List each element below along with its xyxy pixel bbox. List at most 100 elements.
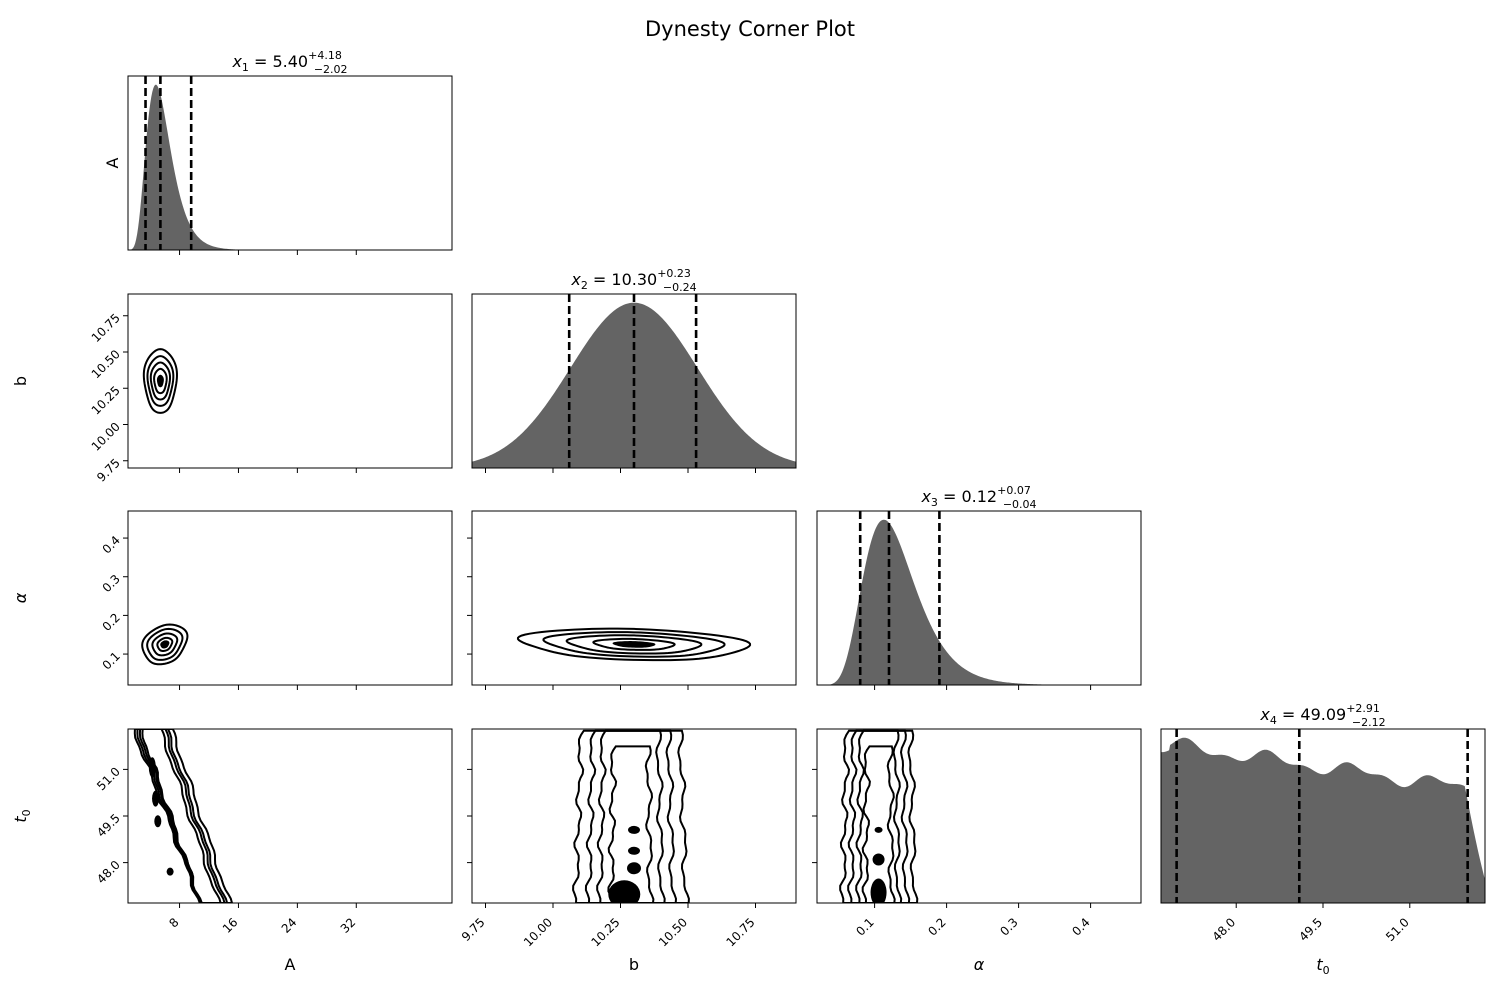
contour-frame [127, 728, 453, 904]
contour-lines [839, 729, 919, 903]
y-tick-label: 51.0 [94, 764, 123, 793]
contour-core [628, 825, 640, 834]
x-tick-label: 0.4 [1069, 915, 1092, 938]
contour-core [870, 878, 887, 903]
contour-level-1 [516, 627, 752, 662]
x-tick-label: 0.1 [853, 915, 876, 938]
contour-frame [127, 510, 453, 686]
y-axis-label-2: b [11, 376, 30, 386]
contour-level-4 [153, 367, 168, 395]
contour-lines [141, 623, 189, 666]
contour-frame [127, 293, 453, 469]
y-axis-label-1: A [103, 157, 122, 168]
y-tick-label: 10.00 [89, 420, 123, 454]
contour-level-3 [149, 361, 172, 401]
contour-panel-3-2 [471, 510, 797, 686]
x-tick-label: 10.50 [656, 915, 690, 949]
contour-core [160, 640, 170, 649]
contour-level-3 [136, 729, 226, 903]
y-tick-label: 0.4 [100, 533, 123, 556]
x-tick-label: 51.0 [1383, 915, 1412, 944]
histogram-frame [127, 75, 453, 251]
contour-level-4 [861, 745, 896, 903]
contour-level-4 [156, 636, 174, 652]
contour-level-1 [142, 348, 178, 414]
x-tick-label: 0.3 [997, 915, 1020, 938]
contour-level-4 [592, 637, 676, 651]
x-tick-label: 8 [166, 915, 181, 930]
panel-title-2: x2 = 10.30+0.23 −0.24 [570, 267, 696, 294]
contour-core [166, 867, 174, 876]
y-tick-label: 10.50 [89, 347, 123, 381]
contour-panel-2-1 [127, 293, 453, 469]
contour-level-1 [141, 623, 189, 666]
y-axis-label-4: t0 [11, 809, 33, 822]
x-axis-label-2: b [629, 955, 639, 974]
contour-level-3 [855, 729, 903, 903]
x-axis-label-3: α [974, 955, 985, 974]
x-tick-label: 49.5 [1296, 915, 1325, 944]
contour-level-2 [542, 631, 726, 658]
contour-level-2 [847, 729, 911, 903]
contour-level-2 [138, 729, 229, 903]
histogram-fill [128, 84, 452, 250]
panel-title-4: x4 = 49.09+2.91 −2.12 [1259, 702, 1385, 729]
contour-level-2 [584, 729, 678, 903]
x-tick-label: 0.2 [925, 915, 948, 938]
figure-title: Dynesty Corner Plot [645, 17, 855, 41]
histogram-panel-3: x3 = 0.12+0.07 −0.04 [816, 484, 1142, 686]
panel-title-1: x1 = 5.40+4.18 −2.02 [231, 49, 347, 76]
contour-level-4 [607, 745, 655, 903]
x-tick-label: 10.00 [521, 915, 555, 949]
y-tick-label: 48.0 [94, 858, 123, 887]
contour-level-1 [839, 729, 919, 903]
x-tick-label: 16 [220, 915, 241, 936]
contour-panel-4-2 [471, 728, 797, 904]
contour-core [154, 815, 162, 828]
contour-panel-4-3 [816, 728, 1142, 904]
contour-lines [572, 729, 690, 903]
contour-frame [471, 510, 797, 686]
contour-panel-3-1 [127, 510, 453, 686]
contour-core [627, 862, 641, 875]
contour-core [156, 374, 164, 388]
corner-panels: x1 = 5.40+4.18 −2.02 x2 = 10.30+0.23 −0.24 x… [11, 49, 1486, 977]
x-tick-label: 48.0 [1210, 915, 1239, 944]
histogram-fill [1161, 737, 1485, 903]
y-tick-label: 0.3 [100, 572, 123, 595]
x-tick-label: 10.25 [588, 915, 622, 949]
histogram-frame [816, 510, 1142, 686]
contour-frame [471, 728, 797, 904]
contour-core [148, 757, 156, 778]
contour-core [608, 880, 641, 903]
x-axis-label-1: A [285, 955, 296, 974]
contour-level-3 [596, 729, 666, 903]
contour-core [872, 853, 885, 866]
contour-core [874, 826, 883, 833]
histogram-panel-4: x4 = 49.09+2.91 −2.12 [1160, 702, 1486, 904]
contour-panel-4-1 [127, 728, 453, 904]
histogram-panel-2: x2 = 10.30+0.23 −0.24 [471, 267, 797, 469]
panel-title-3: x3 = 0.12+0.07 −0.04 [920, 484, 1036, 511]
x-axis-label-4: t0 [1316, 955, 1329, 977]
y-tick-label: 10.75 [89, 311, 123, 345]
histogram-panel-1: x1 = 5.40+4.18 −2.02 [127, 49, 453, 251]
x-tick-label: 32 [338, 915, 359, 936]
y-tick-label: 49.5 [94, 811, 123, 840]
y-tick-label: 9.75 [94, 456, 123, 485]
contour-level-4 [133, 729, 222, 903]
contour-lines [516, 627, 752, 662]
contour-lines [142, 348, 178, 414]
histogram-fill [817, 519, 1141, 685]
contour-level-2 [146, 627, 184, 661]
contour-level-3 [151, 632, 179, 657]
y-tick-label: 0.1 [100, 649, 123, 672]
contour-level-3 [565, 634, 703, 655]
y-axis-label-3: α [11, 592, 30, 603]
contour-core [612, 641, 656, 648]
x-tick-label: 9.75 [459, 915, 488, 944]
y-tick-label: 10.25 [89, 383, 123, 417]
contour-level-1 [572, 729, 690, 903]
histogram-frame [471, 293, 797, 469]
